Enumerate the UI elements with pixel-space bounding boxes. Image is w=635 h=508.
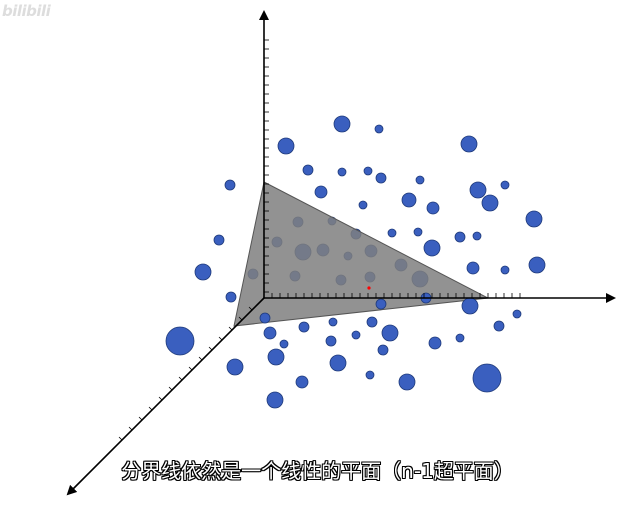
data-point: [493, 320, 505, 332]
data-point: [469, 181, 487, 199]
data-point: [295, 375, 309, 389]
data-point: [375, 298, 387, 310]
data-point: [381, 324, 399, 342]
data-point: [314, 185, 328, 199]
data-point: [298, 321, 310, 333]
data-point: [481, 194, 499, 212]
data-point: [259, 312, 271, 324]
axis-tick: [198, 356, 203, 361]
data-point: [461, 297, 479, 315]
axis-ticks: [118, 39, 521, 441]
data-point: [398, 373, 416, 391]
data-point: [428, 336, 442, 350]
data-point: [224, 179, 236, 191]
axis-tick: [188, 366, 193, 371]
axes: [66, 10, 616, 496]
data-point: [401, 192, 417, 208]
subtitle-caption: 分界线依然是一个线性的平面（n-1超平面）: [121, 459, 514, 483]
axis-tick: [168, 386, 173, 391]
data-point: [460, 135, 478, 153]
data-points-front: [165, 115, 546, 409]
data-point: [423, 239, 441, 257]
data-point: [325, 335, 337, 347]
data-point: [363, 166, 373, 176]
data-point: [454, 231, 466, 243]
data-point: [472, 231, 482, 241]
data-point: [472, 363, 502, 393]
bilibili-watermark: bilibili: [2, 2, 51, 20]
data-point: [302, 164, 314, 176]
axis-tick: [178, 376, 183, 381]
y-axis: [66, 297, 265, 496]
data-point: [466, 261, 480, 275]
data-point: [266, 391, 284, 409]
data-point: [213, 234, 225, 246]
data-point: [277, 137, 295, 155]
data-point: [500, 265, 510, 275]
axis-tick: [118, 436, 123, 441]
origin-marker: [367, 286, 371, 290]
data-point: [415, 175, 425, 185]
axis-tick: [228, 326, 233, 331]
axis-tick: [238, 316, 243, 321]
data-point: [351, 330, 361, 340]
data-point: [500, 180, 510, 190]
data-point: [366, 316, 378, 328]
data-point: [377, 344, 389, 356]
data-point: [413, 227, 423, 237]
data-point: [263, 326, 277, 340]
axis-tick: [208, 346, 213, 351]
data-point: [333, 115, 351, 133]
data-point: [279, 339, 289, 349]
data-point: [328, 317, 338, 327]
data-point: [337, 167, 347, 177]
data-point: [455, 333, 465, 343]
data-point: [426, 201, 440, 215]
data-point: [528, 256, 546, 274]
axis-tick: [158, 396, 163, 401]
hyperplane: [233, 181, 490, 327]
data-point: [225, 291, 237, 303]
data-point: [165, 326, 195, 356]
axis-tick: [218, 336, 223, 341]
axis-tick: [138, 416, 143, 421]
data-point: [358, 200, 368, 210]
data-point: [194, 263, 212, 281]
data-point: [525, 210, 543, 228]
data-point: [375, 172, 387, 184]
data-point: [226, 358, 244, 376]
data-point: [512, 309, 522, 319]
data-point: [329, 354, 347, 372]
data-point: [267, 348, 285, 366]
data-point: [374, 124, 384, 134]
axis-tick: [128, 426, 133, 431]
axis-tick: [148, 406, 153, 411]
axis-tick: [248, 306, 253, 311]
data-point: [365, 370, 375, 380]
data-point: [387, 228, 397, 238]
